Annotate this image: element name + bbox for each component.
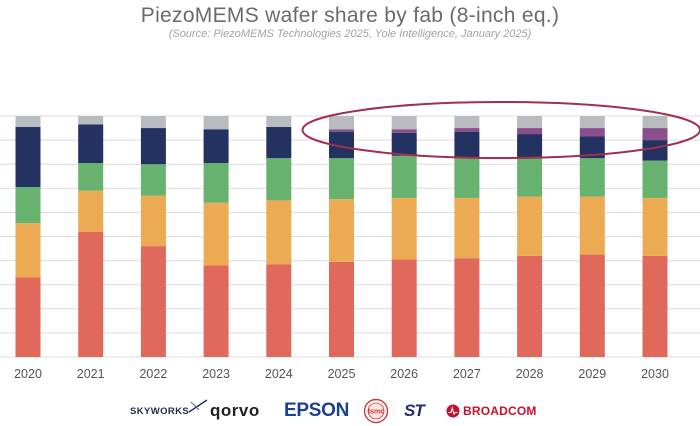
tsmc-emblem-icon: tsmc [363, 398, 389, 424]
stacked-bar-chart: 2020 2021 2022 2023 2024 2025 2026 2027 2028 2029… [0, 101, 700, 381]
bar-segment-epson-2020 [15, 223, 41, 278]
chart-subtitle: (Source: PiezoMEMS Technologies 2025, Yo… [168, 28, 532, 40]
bar-segment-broadcom-2025 [329, 261, 354, 357]
highlight-ellipse [301, 101, 700, 159]
bar-segment-skyworks-2030 [642, 140, 668, 161]
st-logo-text: ST [404, 401, 425, 420]
bar-segment-others-2029 [579, 116, 605, 129]
bar-segment-epson-2029 [579, 196, 605, 255]
company-logos: SKYWORKS qorvo EPSON tsmc ST BROADCOM [0, 398, 700, 424]
tsmc-logo-text: tsmc [368, 409, 384, 416]
bar-segment-others-2024 [266, 116, 292, 127]
st-logo: ST [404, 398, 425, 424]
skyworks-logo-text: SKYWORKS [130, 405, 190, 417]
bar-segment-epson-2025 [329, 199, 354, 262]
x-tick-label-2030: 2030 [641, 367, 669, 381]
swoosh-icon [188, 399, 208, 413]
bar-segment-broadcom-2028 [517, 255, 543, 357]
bar-segment-others-2028 [517, 116, 543, 129]
x-tick-label-2021: 2021 [77, 367, 105, 381]
qorvo-logo-text: qorvo [210, 401, 260, 420]
bar-segment-epson-2027 [454, 197, 480, 259]
bar-segment-qorvo-2029 [579, 158, 605, 197]
bar-segment-epson-2024 [266, 200, 292, 265]
bar-segment-others-2026 [391, 116, 417, 130]
bar-segment-skyworks-2029 [579, 136, 605, 159]
bar-segment-tsmc-st-2026 [391, 129, 417, 133]
bar-segment-epson-2023 [203, 202, 229, 266]
bar-segment-tsmc-st-2029 [579, 128, 605, 137]
bar-segment-qorvo-2028 [517, 158, 543, 197]
bar-segment-skyworks-2020 [15, 126, 41, 188]
bar-segment-epson-2022 [140, 195, 166, 247]
bar-segment-broadcom-2026 [391, 259, 417, 357]
bar-segment-epson-2026 [391, 197, 417, 260]
bar-segment-qorvo-2023 [203, 162, 229, 203]
bar-segment-broadcom-2029 [579, 254, 605, 357]
x-tick-label-2023: 2023 [202, 367, 230, 381]
bar-segment-qorvo-2026 [391, 155, 417, 198]
bar-segment-broadcom-2027 [454, 258, 480, 357]
bar-segment-others-2025 [329, 116, 354, 130]
x-tick-label-2028: 2028 [516, 367, 544, 381]
bar-segment-skyworks-2022 [140, 128, 166, 165]
bar-segment-qorvo-2030 [642, 160, 668, 198]
x-tick-label-2026: 2026 [390, 367, 418, 381]
bar-segment-epson-2021 [78, 190, 104, 232]
x-tick-label-2020: 2020 [14, 367, 42, 381]
broadcom-pulse-icon [446, 404, 460, 418]
bar-segment-tsmc-st-2027 [454, 128, 480, 132]
chart-title: PiezoMEMS wafer share by fab (8-inch eq.… [140, 4, 560, 27]
bar-segment-others-2021 [78, 116, 104, 125]
bar-segment-tsmc-st-2030 [642, 128, 668, 141]
bar-segment-others-2022 [140, 116, 166, 129]
bar-segment-skyworks-2028 [517, 134, 543, 159]
bar-segment-skyworks-2024 [266, 126, 292, 159]
bar-segment-qorvo-2025 [329, 158, 354, 200]
bar-segment-skyworks-2026 [391, 132, 417, 156]
bar-segment-tsmc-st-2025 [329, 129, 354, 132]
x-tick-label-2024: 2024 [265, 367, 293, 381]
bar-segment-others-2020 [15, 116, 41, 127]
bar-segment-epson-2030 [642, 197, 668, 256]
bar-segment-others-2023 [203, 116, 229, 130]
bar-segment-broadcom-2021 [78, 231, 104, 357]
bar-segment-skyworks-2027 [454, 131, 480, 157]
bar-segment-tsmc-st-2028 [517, 128, 543, 135]
bar-segment-qorvo-2024 [266, 158, 292, 201]
bar-segment-broadcom-2024 [266, 264, 292, 357]
qorvo-logo: qorvo [210, 398, 260, 424]
bar-segment-broadcom-2022 [140, 246, 166, 357]
broadcom-logo: BROADCOM [446, 398, 537, 424]
bar-segment-qorvo-2022 [140, 164, 166, 196]
skyworks-logo: SKYWORKS [130, 398, 209, 424]
x-tick-label-2027: 2027 [453, 367, 481, 381]
x-tick-label-2025: 2025 [328, 367, 356, 381]
epson-logo-text: EPSON [284, 400, 350, 421]
broadcom-logo-text: BROADCOM [463, 404, 537, 418]
x-tick-label-2029: 2029 [578, 367, 606, 381]
bar-segment-epson-2028 [517, 196, 543, 256]
bar-segment-qorvo-2021 [78, 162, 104, 191]
epson-logo: EPSON [284, 398, 349, 424]
bar-segment-broadcom-2030 [642, 255, 668, 357]
bars [15, 116, 668, 357]
tsmc-logo: tsmc [362, 398, 390, 424]
bar-segment-skyworks-2023 [203, 129, 229, 163]
x-tick-labels: 2020 2021 2022 2023 2024 2025 2026 2027 2028 2029… [14, 367, 669, 381]
x-tick-label-2022: 2022 [139, 367, 167, 381]
bar-segment-skyworks-2021 [78, 124, 104, 163]
bar-segment-broadcom-2023 [203, 265, 229, 357]
bar-segment-others-2027 [454, 116, 480, 129]
bar-segment-broadcom-2020 [15, 277, 41, 357]
bar-segment-qorvo-2020 [15, 187, 41, 224]
bar-segment-qorvo-2027 [454, 156, 480, 198]
bar-segment-others-2030 [642, 116, 668, 129]
